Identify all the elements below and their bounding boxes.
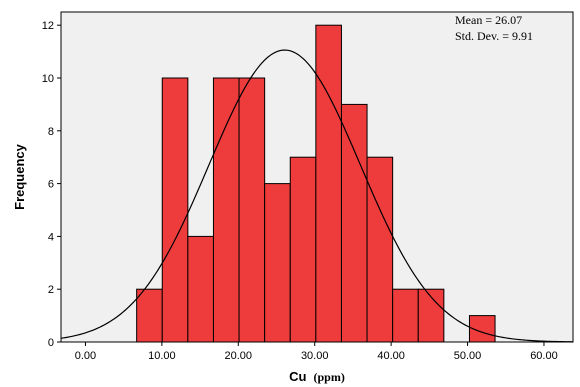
x-tick-label: 50.00: [454, 350, 482, 362]
histogram-bar: [366, 156, 394, 343]
histogram-bar: [187, 235, 214, 343]
normal-curve-line: [60, 49, 574, 343]
y-tick-label: 6: [48, 179, 54, 191]
y-tick-label: 0: [48, 337, 54, 349]
x-tick-label: 20.00: [225, 350, 253, 362]
histogram-bar: [315, 24, 342, 343]
histogram-bar: [238, 77, 266, 343]
y-tick-label: 2: [48, 284, 54, 296]
x-axis-label-main: Cu: [289, 369, 306, 384]
y-axis: 0 2 4 6 8 10 12: [42, 20, 61, 349]
histogram-bar: [136, 288, 163, 343]
stats-std-label: Std. Dev. = 9.91: [455, 29, 533, 43]
y-tick-label: 10: [42, 73, 54, 85]
bars-group: [136, 24, 496, 343]
x-tick-label: 10.00: [148, 350, 176, 362]
x-tick-label: 40.00: [377, 350, 405, 362]
x-tick-label: 30.00: [301, 350, 329, 362]
y-tick-label: 8: [48, 126, 54, 138]
histogram-bar: [161, 77, 189, 343]
x-tick-label: 0.00: [75, 350, 96, 362]
x-axis-label-unit: (ppm): [314, 370, 345, 384]
y-axis-label: Frequency: [12, 143, 27, 210]
histogram-bar: [340, 103, 368, 343]
plot-frame: [60, 11, 574, 343]
y-tick-label: 12: [42, 20, 54, 32]
x-tick-label: 60.00: [530, 350, 558, 362]
x-axis: 0.00 10.00 20.00 30.00 40.00 50.00 60.00: [75, 342, 558, 362]
histogram-bar: [417, 288, 445, 343]
histogram-bar: [392, 288, 419, 343]
histogram-bar: [212, 77, 240, 343]
x-axis-label: Cu (ppm): [289, 368, 345, 385]
y-tick-label: 4: [48, 231, 54, 243]
stats-mean-label: Mean = 26.07: [455, 13, 522, 27]
histogram-bar: [289, 156, 317, 343]
histogram-bar: [264, 183, 291, 343]
